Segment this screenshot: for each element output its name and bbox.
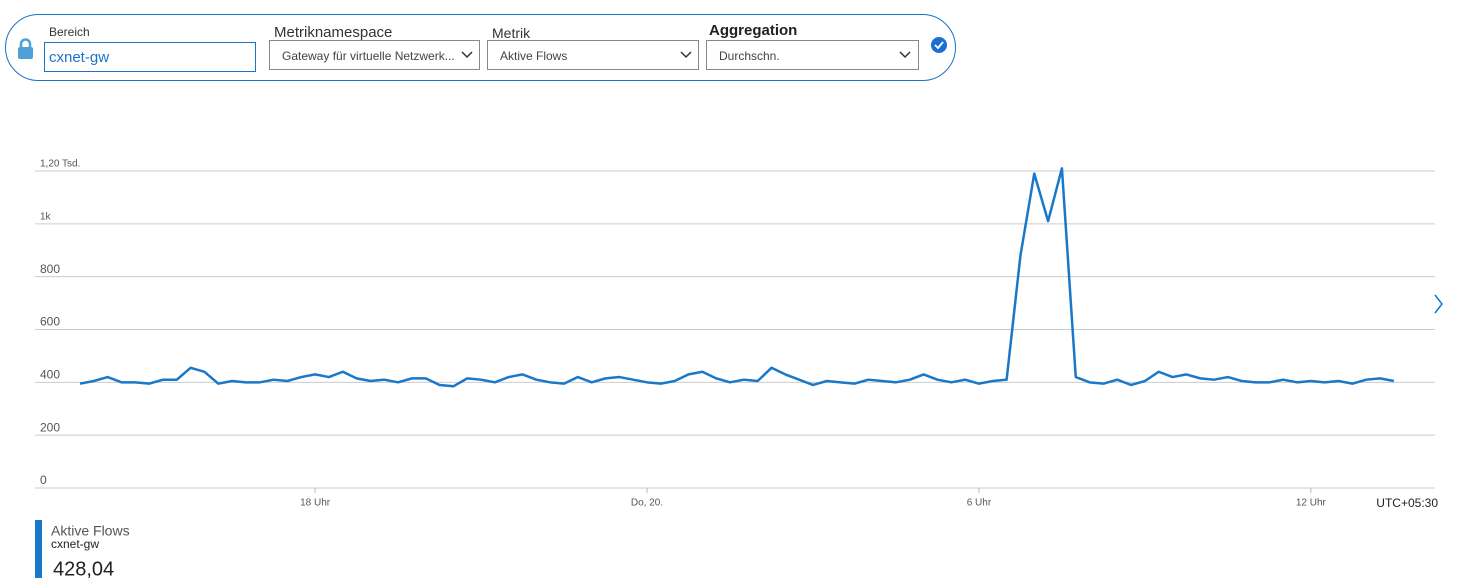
data-line bbox=[79, 167, 1395, 388]
legend-summary: 428,04 bbox=[53, 558, 114, 580]
scope-input[interactable]: cxnet-gw bbox=[44, 42, 256, 72]
x-tick-label: 12 Uhr bbox=[1296, 498, 1327, 509]
y-tick-label: 0 bbox=[40, 473, 47, 487]
chevron bbox=[680, 51, 692, 59]
metric-label: Metrik bbox=[492, 25, 531, 41]
y-tick-label: 600 bbox=[40, 315, 60, 329]
aggregation-dropdown[interactable]: Durchschn. bbox=[706, 40, 919, 70]
chevron bbox=[461, 51, 473, 59]
legend-resource: cxnet-gw bbox=[51, 537, 99, 551]
x-tick-label: Do, 20. bbox=[631, 498, 663, 509]
y-tick-label: 400 bbox=[40, 368, 60, 382]
namespace-label: Metriknamespace bbox=[274, 24, 393, 41]
legend-swatch bbox=[35, 520, 42, 578]
y-tick-label: 1,20 Tsd. bbox=[40, 159, 80, 170]
toolbar bbox=[5, 14, 956, 81]
namespace-dropdown[interactable]: Gateway für virtuelle Netzwerk... bbox=[269, 40, 480, 70]
timezone: UTC+05:30 bbox=[1376, 496, 1438, 510]
chevron bbox=[899, 51, 911, 59]
aggregation-label: Aggregation bbox=[709, 22, 798, 39]
y-tick-label: 800 bbox=[40, 262, 60, 276]
metric-dropdown[interactable]: Aktive Flows bbox=[487, 40, 699, 70]
lock-icon bbox=[18, 38, 33, 59]
x-tick-label: 6 Uhr bbox=[967, 498, 992, 509]
legend-name: Aktive Flows bbox=[51, 523, 130, 539]
y-tick-label: 1k bbox=[40, 211, 52, 222]
scope-label: Bereich bbox=[49, 25, 90, 39]
x-tick-label: 18 Uhr bbox=[300, 498, 331, 509]
next-arrow[interactable] bbox=[1434, 294, 1443, 314]
y-tick-label: 200 bbox=[40, 420, 60, 434]
apply-button[interactable] bbox=[931, 37, 947, 53]
